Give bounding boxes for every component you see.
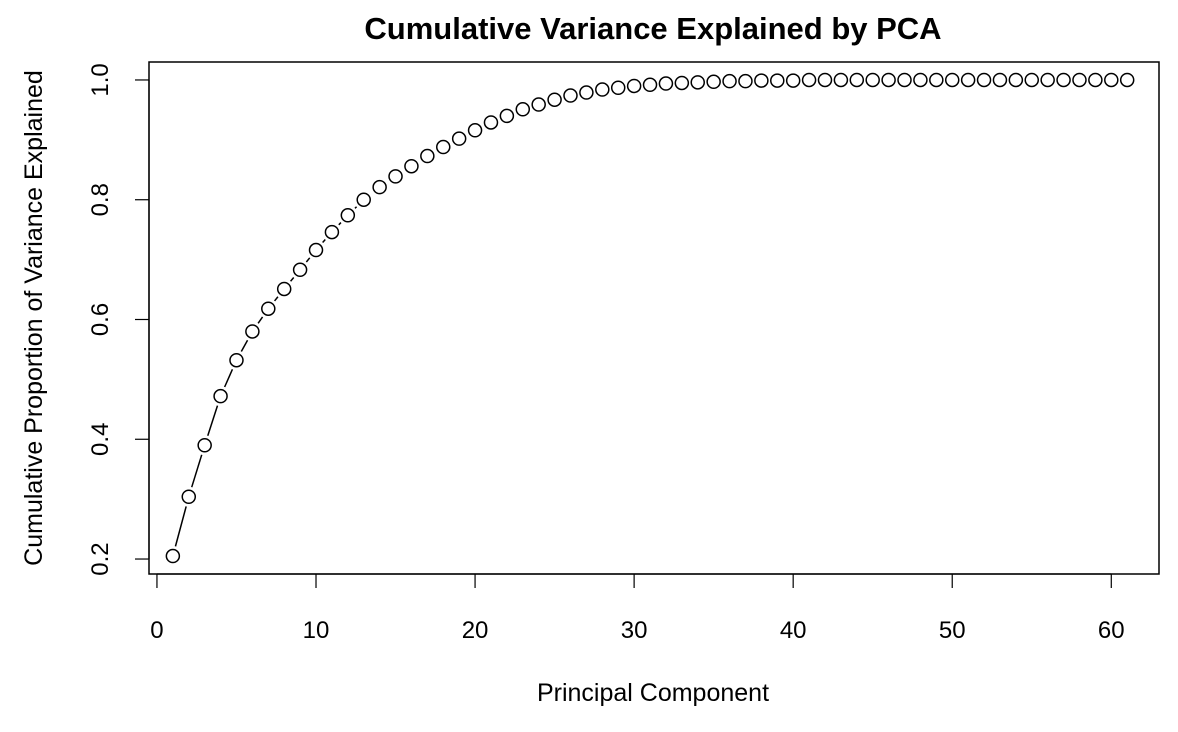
y-tick-label: 0.2 xyxy=(87,542,114,575)
data-point xyxy=(1072,72,1087,88)
series-connector xyxy=(257,316,264,324)
y-axis: 0.2 0.4 0.6 0.8 1.0 xyxy=(87,63,150,576)
data-point xyxy=(515,102,531,117)
data-point xyxy=(181,489,197,505)
series-connector xyxy=(273,296,279,302)
x-tick-label: 30 xyxy=(621,617,648,644)
data-point xyxy=(483,115,499,130)
data-point xyxy=(992,72,1008,88)
data-point xyxy=(849,72,865,88)
data-point xyxy=(897,72,912,88)
data-point xyxy=(308,242,324,258)
data-point xyxy=(388,169,403,184)
data-point xyxy=(420,148,435,164)
data-point xyxy=(595,82,610,97)
series-connector xyxy=(290,277,295,282)
data-point xyxy=(658,76,674,91)
series-connector xyxy=(354,206,358,209)
data-point xyxy=(276,281,292,297)
data-point xyxy=(706,74,721,90)
data-point xyxy=(436,139,451,155)
data-point xyxy=(690,75,705,90)
data-point xyxy=(467,123,483,138)
data-point xyxy=(165,548,181,564)
data-point xyxy=(372,179,387,195)
y-tick-label: 0.4 xyxy=(87,423,114,456)
data-point xyxy=(913,72,928,88)
data-point xyxy=(1088,72,1103,88)
data-point xyxy=(579,85,594,100)
data-point xyxy=(642,77,658,93)
x-tick-label: 0 xyxy=(150,617,163,644)
data-point xyxy=(356,192,371,207)
data-point xyxy=(1056,72,1071,88)
x-tick-label: 40 xyxy=(780,617,807,644)
data-point xyxy=(738,73,753,89)
chart-title: Cumulative Variance Explained by PCA xyxy=(364,11,941,46)
y-axis-label: Cumulative Proportion of Variance Explai… xyxy=(20,70,48,566)
data-point xyxy=(197,438,212,453)
data-point xyxy=(245,324,260,339)
data-point xyxy=(626,78,642,94)
data-point xyxy=(785,73,801,88)
data-point xyxy=(881,72,896,88)
data-point xyxy=(801,72,817,88)
series-connector xyxy=(322,239,326,244)
data-point xyxy=(944,72,960,88)
series-connector xyxy=(240,339,249,352)
data-point xyxy=(960,72,976,88)
data-point xyxy=(929,72,944,88)
data-point xyxy=(1024,72,1040,88)
data-point xyxy=(976,72,992,88)
data-point xyxy=(531,97,546,112)
data-point xyxy=(563,88,578,103)
data-point xyxy=(770,73,785,88)
data-point xyxy=(817,72,833,88)
data-point xyxy=(1040,72,1055,88)
series-points xyxy=(165,72,1135,564)
data-point xyxy=(722,73,737,89)
data-point xyxy=(324,224,340,240)
series-connector xyxy=(190,454,203,488)
x-axis: 0 10 20 30 40 50 60 xyxy=(150,573,1125,644)
data-point xyxy=(451,131,467,146)
data-point xyxy=(261,301,276,316)
data-point xyxy=(213,388,228,404)
data-point xyxy=(865,72,880,88)
data-point xyxy=(610,80,626,95)
data-point xyxy=(292,262,308,278)
data-point xyxy=(833,72,849,88)
plot-frame xyxy=(148,61,1160,575)
series-connector xyxy=(174,506,187,547)
y-tick-label: 0.8 xyxy=(87,183,114,216)
series-connector xyxy=(207,405,219,436)
x-axis-label: Principal Component xyxy=(537,679,769,707)
x-tick-label: 20 xyxy=(462,617,489,644)
series-connector xyxy=(223,369,234,388)
series-connector xyxy=(305,257,311,263)
data-point xyxy=(404,158,419,174)
y-tick-label: 1.0 xyxy=(87,63,114,96)
x-tick-label: 50 xyxy=(939,617,966,644)
data-point xyxy=(229,352,244,368)
x-tick-label: 10 xyxy=(303,617,330,644)
data-point xyxy=(674,75,690,91)
data-point xyxy=(499,108,515,124)
series-connector xyxy=(338,222,342,226)
series-connector-lines xyxy=(174,206,358,547)
data-point xyxy=(547,92,562,107)
x-tick-label: 60 xyxy=(1098,617,1125,644)
data-point xyxy=(1104,72,1119,88)
data-point xyxy=(340,208,356,223)
data-point xyxy=(1008,72,1024,88)
data-point xyxy=(754,73,769,88)
data-point xyxy=(1119,72,1135,88)
y-tick-label: 0.6 xyxy=(87,303,114,336)
